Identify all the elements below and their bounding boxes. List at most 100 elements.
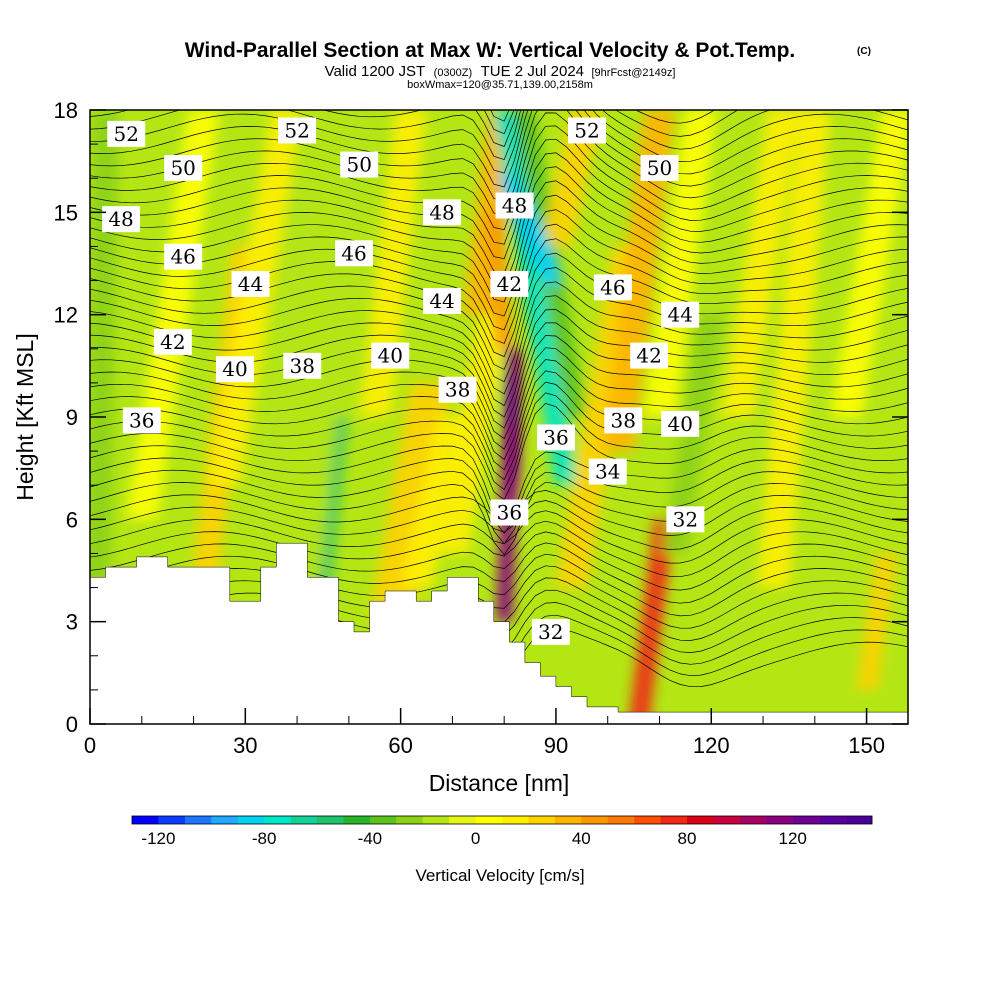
contour-label: 42	[153, 328, 192, 355]
contour-label: 46	[164, 243, 203, 270]
contour-label: 50	[164, 154, 203, 181]
theta-contour	[490, 110, 681, 122]
contour-label: 44	[231, 270, 270, 297]
contour-label-text: 42	[160, 330, 185, 354]
colorbar-swatch	[792, 816, 820, 824]
contour-label-bg	[371, 342, 410, 369]
contour-label-text: 44	[429, 289, 454, 313]
contour-label: 38	[283, 352, 322, 379]
colorbar-swatch	[634, 816, 661, 824]
contour-label-text: 38	[445, 378, 470, 402]
contour-label: 40	[371, 342, 410, 369]
colorbar-tick-label: 0	[471, 829, 480, 848]
chart-subtitle: Valid 1200 JST (0300Z) TUE 2 Jul 2024 [9…	[325, 63, 676, 80]
copyright-mark: (C)	[857, 46, 871, 57]
theta-contour	[90, 110, 908, 147]
contour-label-text: 32	[538, 620, 563, 644]
contour-label-bg	[153, 328, 192, 355]
colorbar-swatch	[739, 816, 767, 824]
colorbar-swatch	[132, 816, 159, 824]
colorbar-tick-label: -80	[252, 829, 277, 848]
colorbar-swatch	[502, 816, 529, 824]
contour-label-text: 38	[611, 408, 636, 432]
theta-contour	[90, 392, 908, 491]
theta-contour	[90, 223, 908, 344]
contour-label-text: 42	[497, 272, 522, 296]
contour-label: 44	[423, 288, 462, 315]
contour-label-text: 36	[543, 425, 568, 449]
contour-label-text: 34	[595, 460, 620, 484]
velocity-band-27	[830, 110, 908, 417]
colorbar-swatch	[528, 816, 556, 824]
y-tick-label: 9	[66, 405, 78, 430]
contour-label-text: 46	[170, 245, 195, 269]
contour-label-text: 38	[290, 354, 315, 378]
y-tick-label: 15	[54, 200, 78, 225]
valid-utc: (0300Z)	[434, 67, 473, 79]
contour-label-text: 48	[502, 194, 527, 218]
contour-label-bg	[630, 342, 669, 369]
contour-label: 46	[335, 240, 374, 267]
colorbar-swatch	[184, 816, 212, 824]
contour-label-bg	[278, 117, 317, 144]
x-tick-label: 90	[544, 733, 568, 758]
contour-label-bg	[423, 199, 462, 226]
colorbar-swatch	[158, 816, 186, 824]
contour-label-bg	[568, 117, 607, 144]
contour-label-bg	[604, 407, 643, 434]
contour-label: 38	[438, 376, 477, 403]
contour-label-text: 50	[346, 153, 371, 177]
contour-label: 52	[107, 120, 146, 147]
contour-label-text: 42	[636, 344, 661, 368]
contour-label-bg	[164, 243, 203, 270]
colorbar-swatch	[581, 816, 609, 824]
theta-contour	[90, 510, 908, 564]
contour-label-text: 50	[647, 156, 672, 180]
contour-label-bg	[122, 407, 161, 434]
colorbar: -120 -80 -40 0 40 80 120	[131, 815, 873, 848]
theta-contour	[90, 347, 908, 450]
colorbar-swatch	[554, 816, 582, 824]
contour-label-text: 50	[170, 156, 195, 180]
y-axis-label: Height [Kft MSL]	[12, 333, 38, 500]
contour-label-bg	[102, 206, 141, 233]
colorbar-swatch	[687, 816, 714, 824]
contour-label-bg	[283, 352, 322, 379]
contour-label: 40	[661, 410, 700, 437]
terrain-mask	[90, 542, 908, 724]
colorbar-tick-label: 120	[779, 829, 807, 848]
colorbar-swatch	[343, 816, 371, 824]
contour-label-bg	[107, 120, 146, 147]
contour-label: 44	[661, 301, 700, 328]
contour-label-bg	[490, 499, 529, 526]
theta-contour	[90, 138, 908, 260]
y-tick-label: 12	[54, 303, 78, 328]
theta-contour	[90, 481, 908, 556]
contour-label: 42	[630, 342, 669, 369]
colorbar-swatch	[713, 816, 741, 824]
contour-label: 52	[568, 117, 607, 144]
contour-label-bg	[490, 270, 529, 297]
colorbar-swatch	[369, 816, 397, 824]
contour-label: 38	[604, 407, 643, 434]
contour-label-bg	[661, 410, 700, 437]
colorbar-swatch	[819, 816, 846, 824]
contour-label: 42	[490, 270, 529, 297]
valid-date: TUE 2 Jul 2024	[481, 63, 584, 80]
chart-title: Wind-Parallel Section at Max W: Vertical…	[185, 39, 796, 62]
colorbar-swatch	[845, 816, 873, 824]
colorbar-swatch	[766, 816, 794, 824]
x-tick-label: 60	[388, 733, 412, 758]
theta-contour	[90, 110, 908, 161]
contour-label: 40	[215, 356, 254, 383]
x-tick-label: 120	[693, 733, 730, 758]
theta-contour	[483, 110, 715, 135]
colorbar-swatch	[475, 816, 503, 824]
contour-label-text: 52	[114, 122, 139, 146]
colorbar-swatch	[317, 816, 344, 824]
theta-contour	[90, 381, 908, 481]
theta-contour	[90, 110, 908, 174]
theta-contour	[90, 295, 908, 407]
contour-label-text: 36	[497, 501, 522, 525]
velocity-band-21	[643, 110, 717, 417]
